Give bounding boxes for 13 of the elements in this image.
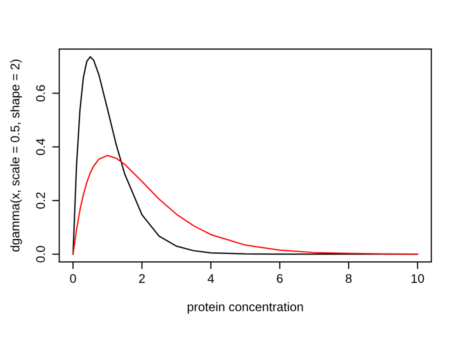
x-tick-label: 10 bbox=[412, 274, 424, 283]
y-tick-label: 0.0 bbox=[36, 246, 45, 262]
x-axis-title: protein concentration bbox=[188, 302, 303, 314]
y-tick-label: 0.6 bbox=[36, 85, 45, 102]
x-tick-label: 0 bbox=[70, 274, 76, 283]
y-axis-title: dgamma(x, scale = 0.5, shape = 2) bbox=[10, 60, 22, 252]
line-series bbox=[72, 154, 418, 255]
x-tick-label: 6 bbox=[276, 274, 283, 283]
y-tick-label: 0.4 bbox=[36, 138, 45, 156]
x-tick-label: 4 bbox=[208, 274, 214, 283]
y-tick-label: 0.2 bbox=[36, 192, 45, 209]
x-tick-label: 8 bbox=[346, 274, 352, 283]
x-tick-label: 2 bbox=[139, 274, 145, 283]
